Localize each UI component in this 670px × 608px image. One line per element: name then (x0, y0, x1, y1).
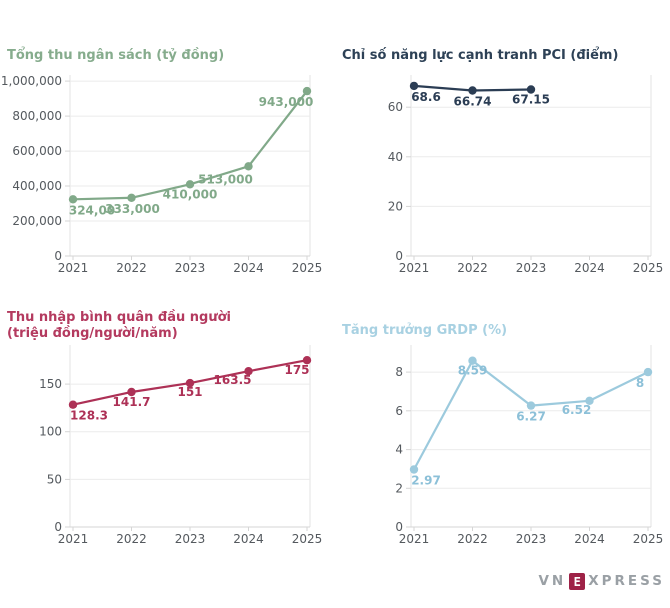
chart-plot-pci-index: 0 20 40 60 2021 2022 2023 2024 2025 68.6 66.74 67.1… (388, 75, 664, 275)
data-point-label: 410,000 (163, 187, 218, 201)
x-tick-label: 2025 (633, 261, 664, 275)
x-tick-label: 2024 (233, 261, 264, 275)
x-tick-label: 2025 (292, 532, 323, 546)
y-tick-label: 8 (395, 365, 403, 379)
x-tick-label: 2023 (516, 532, 547, 546)
y-tick-label: 600,000 (12, 144, 62, 158)
data-point-label: 8.59 (458, 364, 488, 378)
data-point (526, 401, 536, 410)
data-point (526, 85, 536, 94)
data-point-label: 68.6 (411, 90, 441, 104)
data-point (643, 367, 653, 377)
x-tick-label: 2022 (116, 532, 147, 546)
y-tick-label: 200,000 (12, 214, 62, 228)
data-point-label: 67.15 (512, 93, 550, 107)
x-tick-label: 2022 (457, 261, 488, 275)
y-tick-label: 100 (39, 425, 62, 439)
data-point (468, 356, 477, 365)
logo-e-letter: E (573, 574, 581, 589)
data-point-label: 151 (177, 385, 202, 399)
data-point (68, 400, 78, 409)
y-tick-label: 20 (388, 199, 403, 213)
data-point (127, 193, 136, 202)
y-tick-label: 400,000 (12, 179, 62, 193)
x-tick-label: 2023 (175, 532, 206, 546)
logo-xpress-text: XPRESS (588, 572, 665, 589)
y-tick-label: 150 (39, 377, 62, 391)
chart-income-per-capita: Thu nhập bình quân đầu người (triệu đồng… (0, 306, 335, 556)
data-point-label: 6.52 (562, 403, 592, 417)
y-tick-label: 0 (54, 520, 62, 534)
y-tick-label: 60 (388, 100, 403, 114)
data-point (302, 356, 312, 365)
x-tick-label: 2022 (457, 532, 488, 546)
x-tick-label: 2021 (58, 261, 89, 275)
data-point-label: 6.27 (516, 410, 546, 424)
y-tick-label: 50 (47, 472, 62, 486)
data-point (409, 465, 419, 474)
data-point-label: 333,000 (105, 202, 160, 216)
x-tick-label: 2021 (399, 261, 430, 275)
x-tick-label: 2024 (574, 532, 605, 546)
y-tick-label: 0 (54, 249, 62, 263)
data-point (585, 396, 594, 405)
data-point-label: 2.97 (411, 474, 441, 488)
data-point-label: 128.3 (70, 409, 108, 423)
chart-grdp-growth: Tăng trưởng GRDP (%) 0 2 4 6 8 2021 2022 2023 20… (335, 306, 670, 556)
logo-vn-text: VN (538, 572, 567, 589)
chart-plot-grdp-growth: 0 2 4 6 8 2021 2022 2023 2024 2025 2.97 8.59 6.27 6.5… (395, 345, 664, 546)
x-tick-label: 2023 (516, 261, 547, 275)
chart-title-grdp-growth: Tăng trưởng GRDP (%) (342, 323, 508, 338)
logo-e-tile: E (569, 573, 586, 590)
vnexpress-logo: VN E XPRESS (538, 573, 665, 590)
chart-title-income-per-capita: Thu nhập bình quân đầu người (triệu đồng… (7, 310, 231, 341)
data-point (185, 378, 195, 388)
y-tick-label: 0 (395, 249, 403, 263)
chart-plot-income-per-capita: 0 50 100 150 2021 2022 2023 2024 2025 128.3 141.7 1… (39, 345, 323, 546)
x-tick-label: 2025 (292, 261, 323, 275)
data-point-label: 513,000 (198, 172, 253, 186)
data-point-label: 141.7 (113, 395, 151, 409)
chart-title-budget-revenue: Tổng thu ngân sách (tỷ đồng) (7, 48, 225, 63)
x-tick-label: 2024 (574, 261, 605, 275)
x-tick-label: 2022 (116, 261, 147, 275)
data-point (68, 195, 78, 204)
data-point-label: 163.5 (214, 373, 252, 387)
y-tick-label: 800,000 (12, 109, 62, 123)
x-tick-label: 2021 (399, 532, 430, 546)
data-point (185, 180, 195, 189)
data-point (409, 81, 419, 91)
chart-budget-revenue: Tổng thu ngân sách (tỷ đồng) 0 200,000 400… (0, 45, 335, 303)
data-point-label: 66.74 (454, 95, 492, 109)
y-tick-label: 6 (395, 404, 403, 418)
data-point (302, 86, 312, 96)
y-tick-label: 4 (395, 443, 403, 457)
data-point (127, 387, 136, 397)
y-tick-label: 1,000,000 (1, 75, 62, 88)
x-tick-label: 2024 (233, 532, 264, 546)
x-tick-label: 2025 (633, 532, 664, 546)
data-point-label: 175 (284, 363, 309, 377)
x-tick-label: 2021 (58, 532, 89, 546)
y-tick-label: 0 (395, 520, 403, 534)
data-point-label: 8 (636, 376, 644, 390)
y-tick-label: 2 (395, 481, 403, 495)
y-tick-label: 40 (388, 150, 403, 164)
chart-plot-budget-revenue: 0 200,000 400,000 600,000 800,000 1,000,000 20… (1, 75, 323, 275)
chart-title-pci-index: Chỉ số năng lực cạnh tranh PCI (điểm) (342, 48, 619, 63)
data-point (244, 367, 253, 376)
data-point (468, 86, 477, 95)
data-point-label: 324,00 (69, 203, 115, 217)
data-point-label: 943,000 (259, 95, 314, 109)
data-point (244, 162, 253, 171)
x-tick-label: 2023 (175, 261, 206, 275)
